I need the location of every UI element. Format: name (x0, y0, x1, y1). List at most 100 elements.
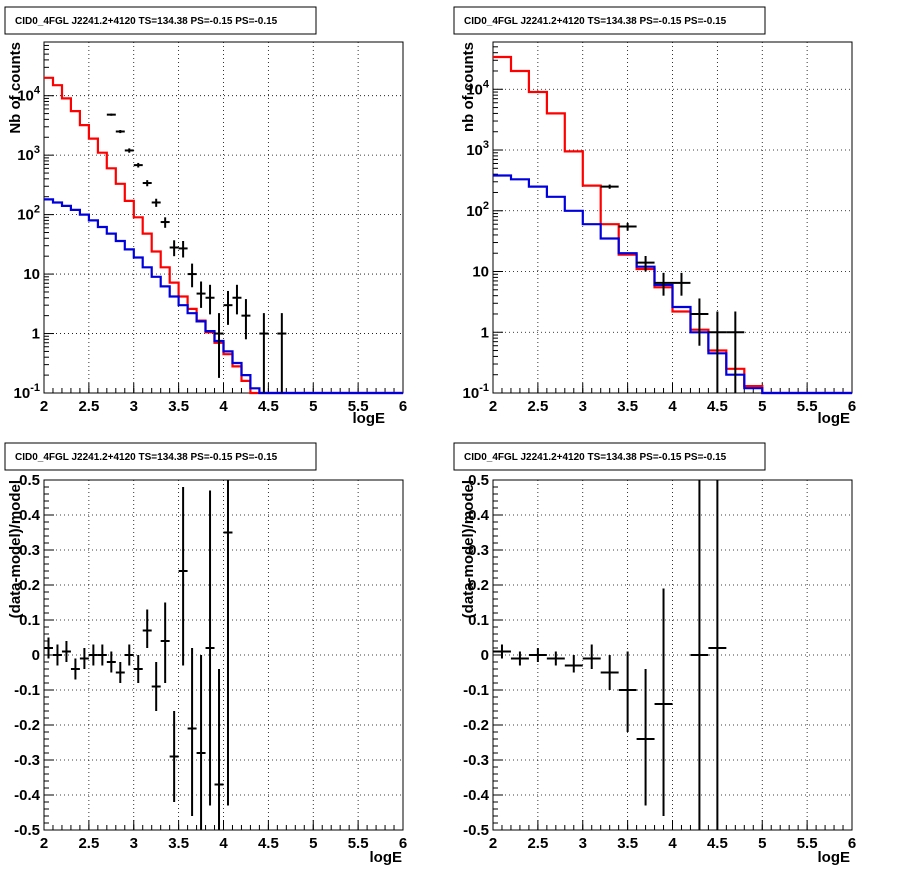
y-tick-label: 0 (32, 647, 40, 664)
y-tick-label: -0.4 (14, 787, 41, 804)
y-tick-label: 10 (472, 264, 489, 281)
x-tick-label: 2 (40, 398, 48, 415)
y-tick-label: 0.3 (468, 542, 489, 559)
y-tick-label: -0.1 (14, 682, 40, 699)
step-series-line (493, 174, 852, 395)
data-point (178, 241, 188, 258)
y-tick-label: 0.5 (468, 472, 489, 489)
y-tick-label: 0.2 (19, 577, 40, 594)
y-tick-label: 103 (17, 144, 40, 164)
data-point (241, 299, 251, 340)
y-tick-label: -0.5 (463, 822, 489, 839)
x-tick-label: 2 (489, 835, 497, 852)
data-point (690, 480, 709, 830)
data-point (636, 669, 655, 806)
data-point (654, 588, 673, 816)
x-tick-label: 3.5 (617, 398, 638, 415)
x-tick-label: 2 (489, 398, 497, 415)
data-point (133, 655, 143, 683)
data-point (214, 313, 224, 378)
chart-title: CID0_4FGL J2241.2+4120 TS=134.38 PS=-0.1… (15, 16, 278, 27)
x-axis-label: logE (370, 849, 403, 866)
x-tick-label: 2 (40, 835, 48, 852)
data-point (115, 129, 125, 134)
x-tick-label: 4.5 (707, 398, 728, 415)
step-series-line (44, 198, 403, 395)
data-point (142, 180, 152, 187)
x-tick-label: 2.5 (78, 835, 99, 852)
y-tick-label: -0.4 (463, 787, 490, 804)
x-tick-label: 3.5 (168, 835, 189, 852)
y-tick-label: 0 (481, 647, 489, 664)
plot-area: 2 2.5 3 3.5 4 4.5 5 5.5 6 10-1 1 10 102 103 104 (14, 41, 407, 415)
data-point (169, 711, 179, 802)
data-point (151, 198, 161, 207)
plot-area: 2 2.5 3 3.5 4 4.5 5 5.5 6 -0.5 -0.4 -0.3 -0.2 -0.1 0 0.… (14, 472, 407, 852)
x-tick-label: 2.5 (78, 398, 99, 415)
chart-title: CID0_4FGL J2241.2+4120 TS=134.38 PS=-0.1… (464, 16, 727, 27)
x-tick-label: 5 (758, 398, 766, 415)
chart-title: CID0_4FGL J2241.2+4120 TS=134.38 PS=-0.1… (464, 452, 727, 463)
data-point (151, 662, 161, 711)
data-point (214, 669, 224, 830)
x-tick-label: 2.5 (527, 835, 548, 852)
data-point (600, 184, 619, 189)
x-tick-label: 3 (579, 398, 587, 415)
data-point (97, 644, 107, 666)
y-axis-label: Nb of counts (7, 42, 24, 134)
data-point (690, 298, 709, 346)
data-point (160, 217, 170, 228)
title-box: CID0_4FGL J2241.2+4120 TS=134.38 PS=-0.1… (4, 442, 317, 471)
data-point (124, 148, 134, 153)
x-axis-label: logE (818, 849, 851, 866)
data-point (708, 311, 727, 393)
x-tick-label: 6 (399, 398, 407, 415)
y-tick-label: 103 (466, 139, 489, 159)
x-tick-label: 4.5 (258, 398, 279, 415)
y-tick-label: 0.3 (19, 542, 40, 559)
x-tick-label: 5.5 (348, 835, 369, 852)
y-tick-label: -0.3 (14, 752, 40, 769)
chart-title: CID0_4FGL J2241.2+4120 TS=134.38 PS=-0.1… (15, 452, 278, 463)
x-tick-label: 3 (579, 835, 587, 852)
data-point (223, 480, 233, 806)
panel-spectrum-left: CID0_4FGL J2241.2+4120 TS=134.38 PS=-0.1… (4, 6, 407, 427)
data-point (61, 641, 71, 662)
x-tick-label: 4.5 (258, 835, 279, 852)
y-tick-label: 0.4 (468, 507, 490, 524)
y-tick-label: 1 (32, 326, 40, 343)
data-point (277, 313, 287, 393)
y-tick-label: 10-1 (463, 382, 489, 402)
x-tick-label: 4 (668, 835, 677, 852)
x-tick-label: 5.5 (348, 398, 369, 415)
data-point (44, 637, 53, 659)
y-tick-label: 102 (17, 204, 40, 224)
y-tick-label: 0.5 (19, 472, 40, 489)
y-axis-label: (data-model)/model (460, 480, 477, 618)
data-point (205, 490, 215, 806)
data-point (169, 240, 179, 257)
data-point (528, 648, 547, 662)
x-tick-label: 4 (668, 398, 677, 415)
data-point (582, 644, 601, 669)
data-point (160, 602, 170, 683)
data-point (654, 272, 673, 296)
data-point (115, 662, 125, 683)
y-tick-label: -0.3 (463, 752, 489, 769)
panel-spectrum-right: CID0_4FGL J2241.2+4120 TS=134.38 PS=-0.1… (453, 6, 856, 427)
data-point (223, 290, 233, 325)
x-tick-label: 5 (309, 398, 317, 415)
data-point (564, 655, 583, 673)
title-box: CID0_4FGL J2241.2+4120 TS=134.38 PS=-0.1… (4, 6, 317, 35)
y-tick-label: 0.1 (19, 612, 40, 629)
data-point (187, 648, 197, 816)
y-tick-label: 0.1 (468, 612, 489, 629)
x-tick-label: 6 (399, 835, 407, 852)
panel-residual-left: CID0_4FGL J2241.2+4120 TS=134.38 PS=-0.1… (4, 442, 407, 866)
y-tick-label: 1 (481, 324, 489, 341)
x-axis-label: logE (353, 410, 386, 427)
data-point (106, 113, 116, 116)
data-point (618, 222, 637, 231)
y-tick-label: -0.1 (463, 682, 489, 699)
